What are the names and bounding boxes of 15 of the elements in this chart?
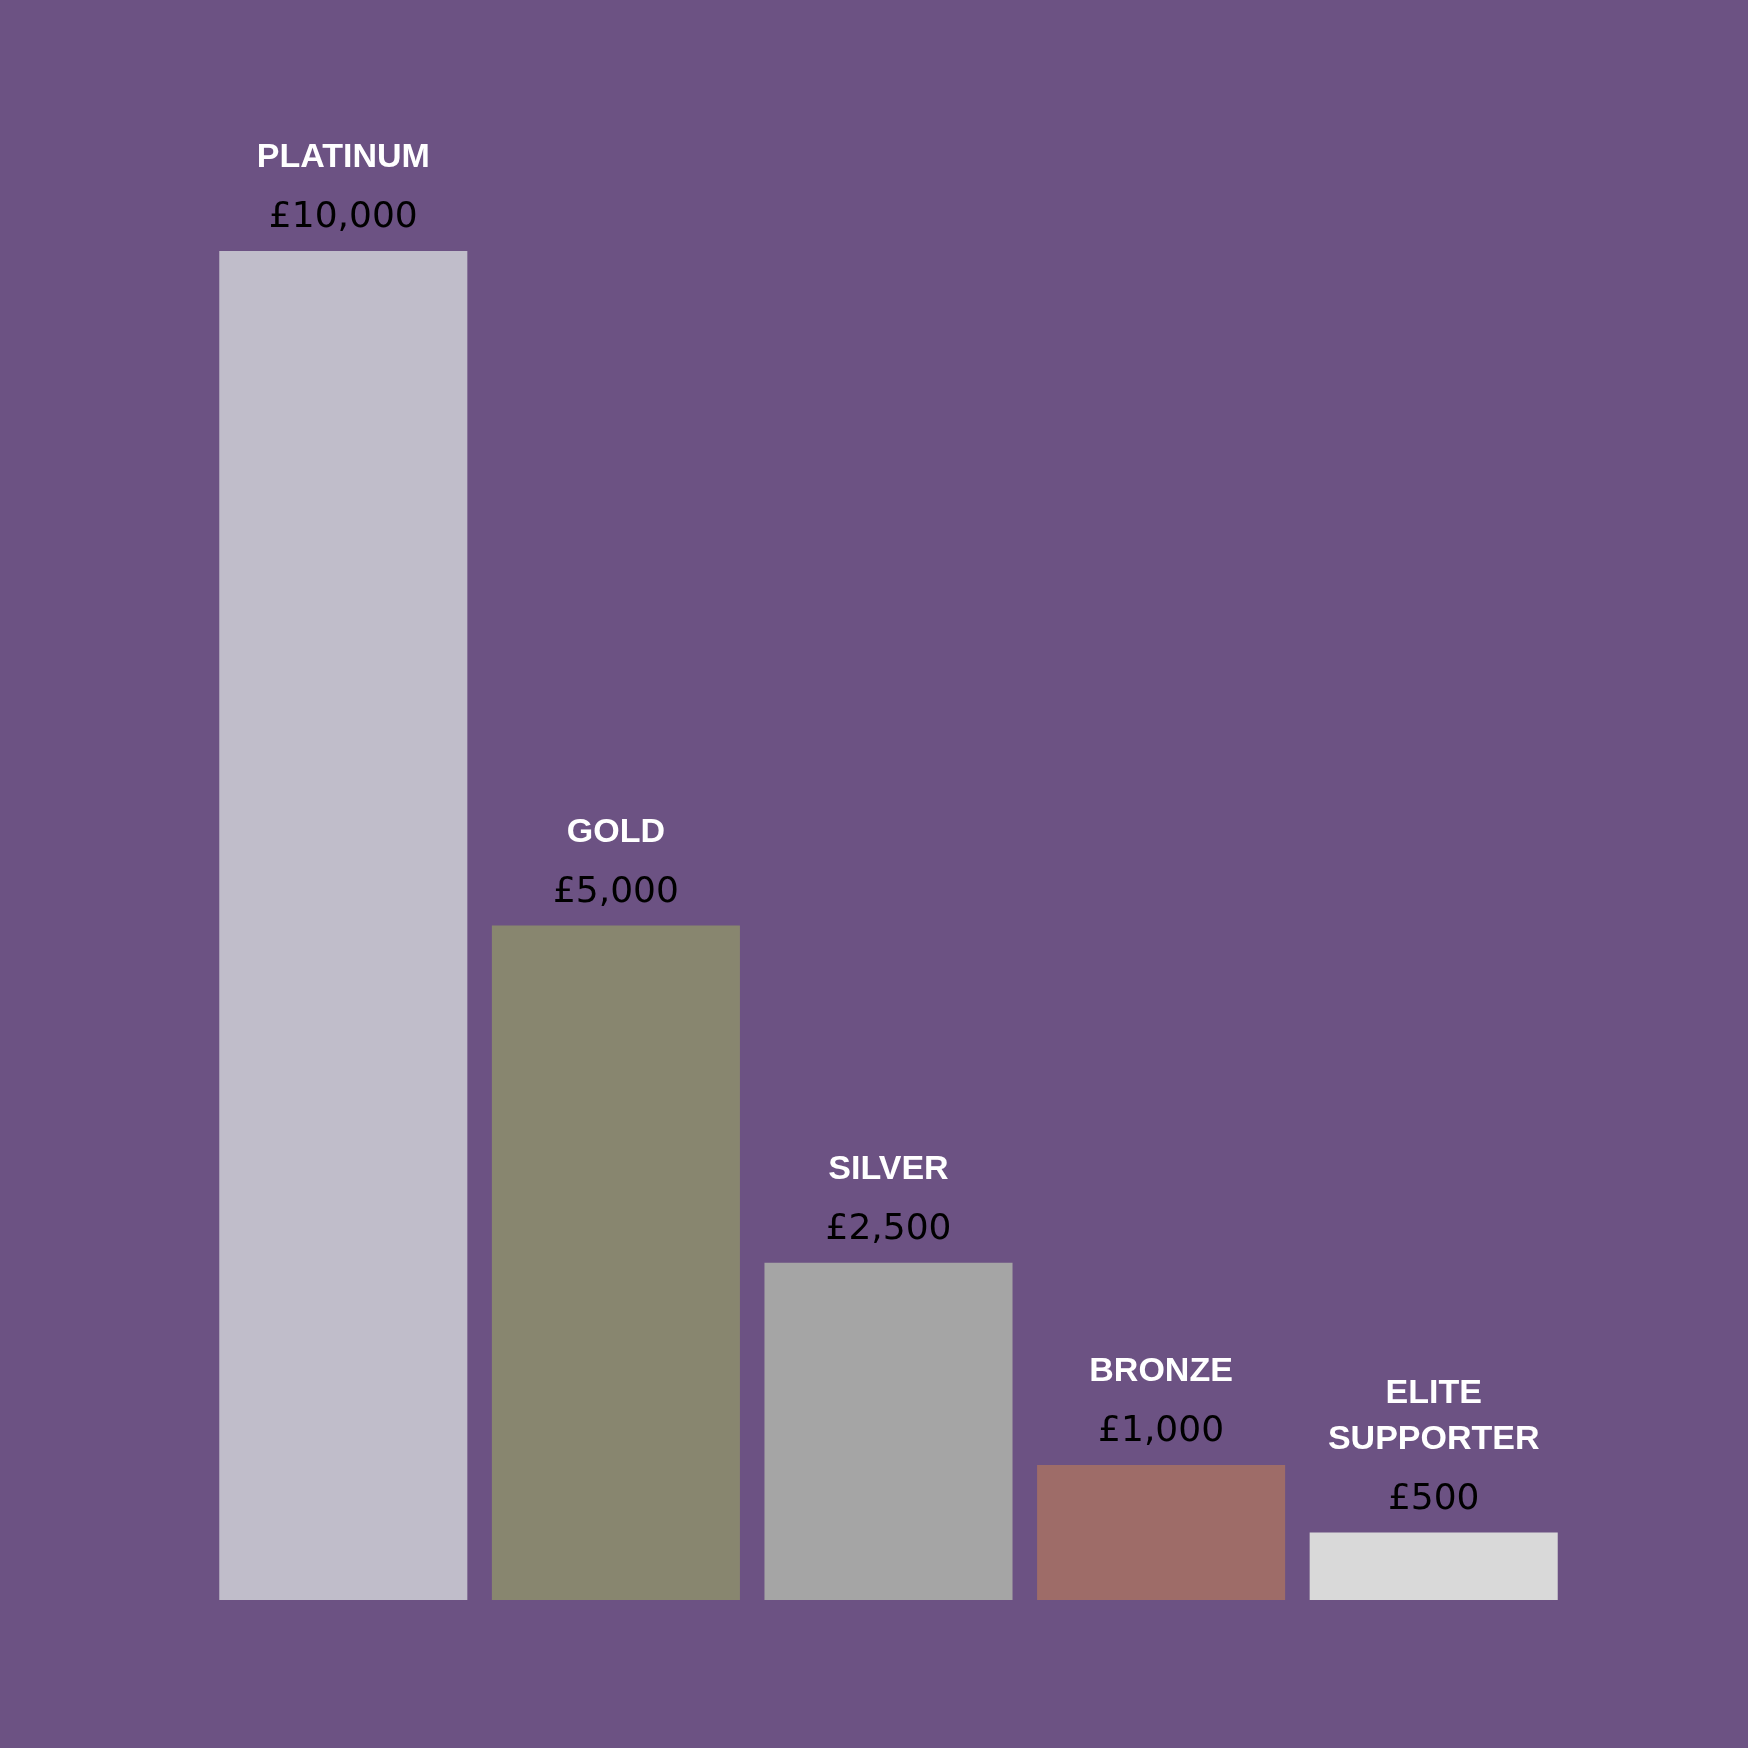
bar: [1037, 1465, 1286, 1600]
x-tick-label: ELITE SUPPORTER: [1327, 1371, 1540, 1456]
data-label: £5,000: [552, 868, 679, 910]
x-tick-label: SILVER: [828, 1147, 949, 1186]
x-tick-label: BRONZE: [1089, 1350, 1233, 1389]
bar: [219, 251, 468, 1600]
bar: [1309, 1532, 1558, 1600]
data-label: £500: [1387, 1475, 1480, 1517]
data-label: £10,000: [268, 194, 418, 235]
bar: [764, 1262, 1013, 1600]
data-label: £1,000: [1098, 1408, 1225, 1450]
x-tick-label: PLATINUM: [256, 136, 430, 174]
bar: [491, 925, 740, 1600]
x-tick-label: GOLD: [566, 810, 666, 849]
data-label: £2,500: [825, 1205, 952, 1247]
